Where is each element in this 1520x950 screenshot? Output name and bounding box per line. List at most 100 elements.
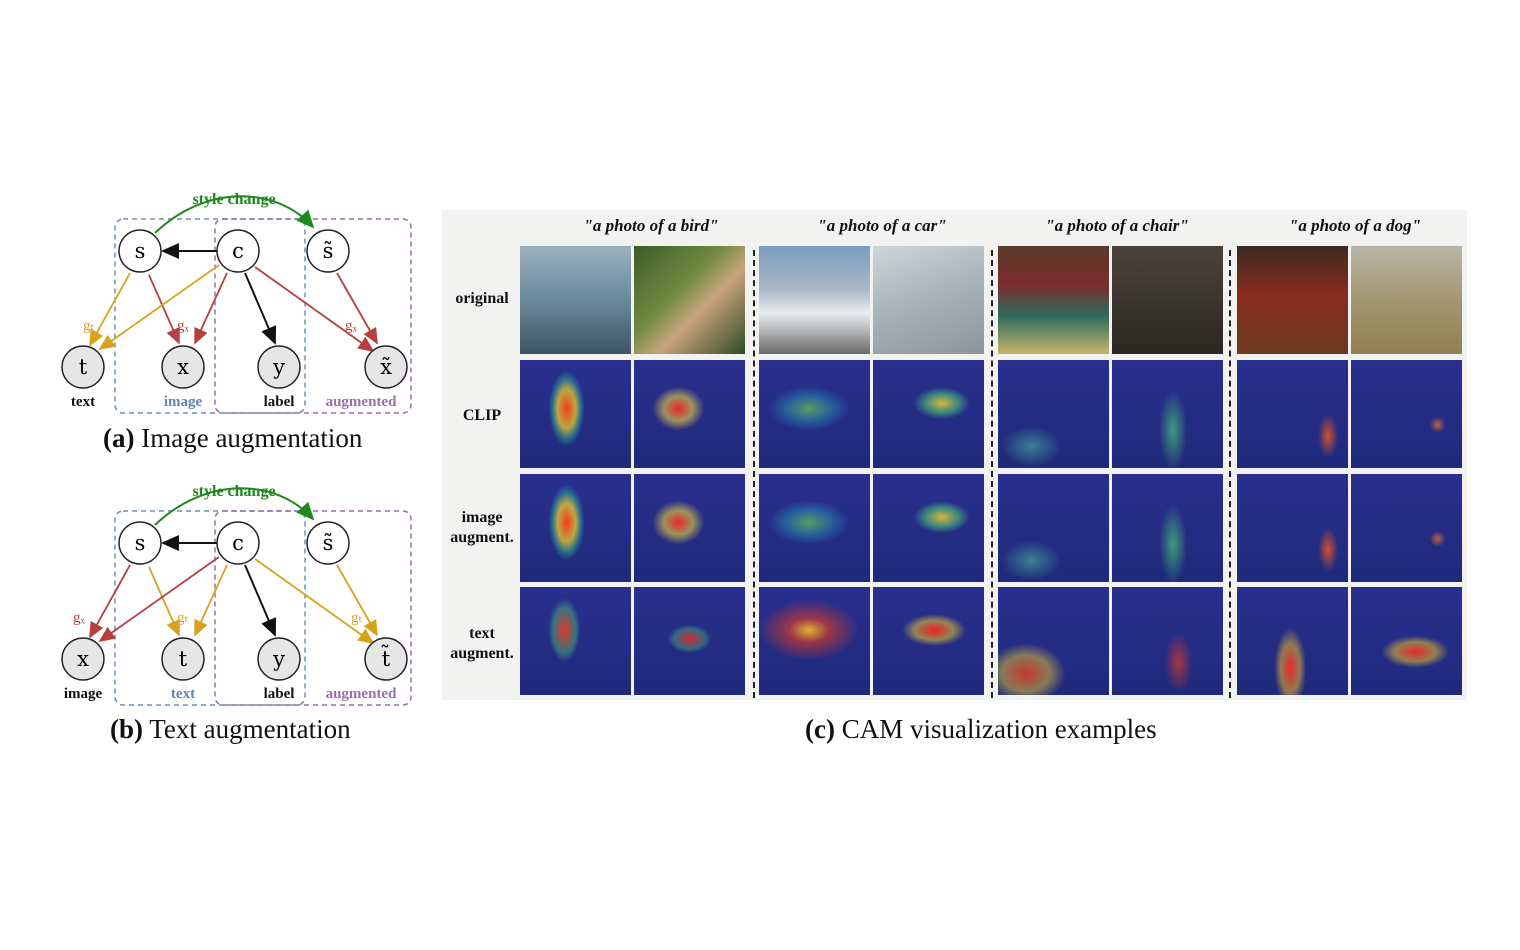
diagram-image-augmentation: style change gₜ gₓ gₓ s c s̃ t x [55,185,435,415]
row-label-original: original [455,290,509,307]
node-c-label: c [232,531,244,555]
node-caption-augmented: augmented [326,686,397,702]
cam-heatmap-image [1351,587,1462,695]
node-caption-image: image [64,686,103,702]
cam-heatmap-image [634,474,745,582]
edge-s-t [89,272,131,347]
cam-heatmap-image [1112,360,1223,468]
original-image [998,246,1109,354]
cam-heatmap-image [873,360,984,468]
node-s-label: s [135,531,146,555]
node-s-tilde-label: s̃ [323,531,334,555]
cam-heatmap-image [998,474,1109,582]
node-y-label: y [272,355,285,379]
cam-heatmap-image [1237,360,1348,468]
node-s-tilde-label: s̃ [323,239,334,263]
node-c [216,521,260,565]
edge-stilde-xtilde [336,272,378,345]
cam-heatmap-image [520,474,631,582]
node-s-label: s [135,239,146,263]
node-t [61,345,105,389]
cam-heatmap-image [998,360,1109,468]
edge-c-t [194,564,228,637]
image-group-box [114,218,306,414]
style-change-arrow [154,195,315,234]
edge-label-gx2: gₓ [345,318,358,334]
edge-s-x [148,274,180,345]
node-t-label: t [79,355,88,379]
causal-graph-b: style change gₓ gₜ gₜ s c s̃ x t y [61,483,412,706]
cam-heatmap-image [873,474,984,582]
original-image [873,246,984,354]
cam-heatmap-image [1237,587,1348,695]
node-c [216,229,260,273]
edge-c-x [98,556,220,643]
edge-label-gx: gₓ [73,610,86,626]
edge-label-gt: gₜ [177,610,189,626]
node-x [161,345,205,389]
causal-graph-a: style change gₜ gₓ gₓ s c s̃ t x [61,191,412,414]
edge-s-t [148,566,180,637]
cam-heatmap-image [1351,474,1462,582]
edge-label-gt2: gₜ [351,610,363,626]
edge-label-gt: gₜ [83,318,95,334]
original-image [1237,246,1348,354]
cam-heatmap-image [634,360,745,468]
cam-heatmap-image [1112,474,1223,582]
column-title-bird: "a photo of a bird" [583,216,719,235]
style-change-label: style change [192,191,275,208]
node-caption-text: text [171,686,195,702]
node-t-label: t [179,647,188,671]
node-x-tilde [364,345,408,389]
cam-heatmap-image [634,587,745,695]
column-separator [1229,250,1231,698]
caption-a: (a) Image augmentation [103,423,362,454]
caption-b: (b) Text augmentation [110,714,351,745]
original-image [759,246,870,354]
node-caption-label: label [264,394,295,410]
node-s [118,229,162,273]
edge-c-xtilde [254,266,375,353]
node-caption-label: label [264,686,295,702]
cam-heatmap-image [1351,360,1462,468]
edge-c-ttilde [254,558,375,645]
node-x-tilde-label: x̃ [380,355,392,379]
caption-b-label: (b) [110,714,143,744]
node-c-label: c [232,239,244,263]
edge-c-y [244,564,277,637]
cam-heatmap-image [520,360,631,468]
column-title-dog: "a photo of a dog" [1288,216,1422,235]
style-change-label: style change [192,483,275,500]
cam-heatmap-image [520,587,631,695]
caption-a-label: (a) [103,423,135,453]
text-group-box [114,510,306,706]
node-t-tilde-label: t̃ [381,644,391,671]
edge-c-y [244,272,277,345]
node-t [161,637,205,681]
row-label-image-augment: image augment. [450,509,514,546]
caption-c-label: (c) [805,714,835,744]
original-image [634,246,745,354]
cam-heatmap-image [759,360,870,468]
node-caption-text: text [71,394,95,410]
original-image [1351,246,1462,354]
edge-c-t [98,264,220,351]
node-t-tilde [364,637,408,681]
column-title-chair: "a photo of a chair" [1045,216,1189,235]
style-change-arrow [154,487,315,526]
node-caption-image: image [164,394,203,410]
node-x [61,637,105,681]
cam-heatmap-image [998,587,1109,695]
original-image [1112,246,1223,354]
node-y [257,637,301,681]
node-s [118,521,162,565]
caption-c: (c) CAM visualization examples [805,714,1157,745]
node-y [257,345,301,389]
caption-c-text: CAM visualization examples [841,714,1157,744]
node-caption-augmented: augmented [326,394,397,410]
caption-b-text: Text augmentation [149,714,351,744]
node-s-tilde [306,229,350,273]
cam-grid: "a photo of a bird" "a photo of a car" "… [442,210,1467,700]
node-x-label: x [177,355,189,379]
